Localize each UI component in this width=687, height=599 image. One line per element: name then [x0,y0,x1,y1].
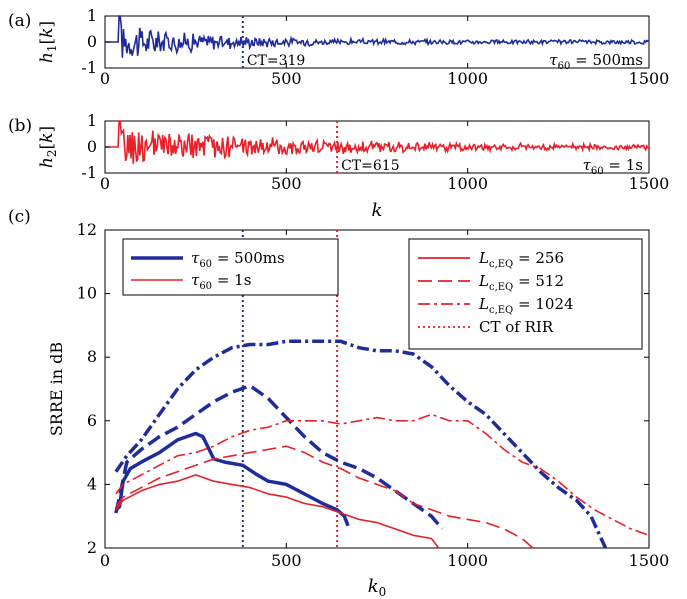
x-tick-label: 0 [100,69,110,88]
x-tick-label: 500 [271,174,302,193]
series-line-500ms-1024 [114,339,608,549]
y-tick-label: 0 [87,137,97,156]
panel-c: 0 500 1000 1500 2 4 6 8 10 12 (c) SRRE in dB k0 τ60 =… [8,207,669,599]
plot-frame [104,229,650,549]
legend-label: τ60 = 500ms [191,249,285,270]
series-line-1s-512 [115,445,534,549]
y-tick-label: 8 [87,347,97,366]
panel-a: 0 500 1000 1500-101(a)h1[k]CT=319 τ60 = 500m… [8,6,669,88]
y-axis-label: h2[k] [37,126,59,168]
panel-label: (b) [8,116,32,136]
x-tick-label: 1000 [447,174,488,193]
x-axis-label: k0 [368,576,387,599]
series-line-500ms-256 [114,431,350,527]
x-tick-label: 500 [271,551,302,570]
y-tick-label: 12 [77,220,97,239]
y-tick-label: 0 [87,32,97,51]
legend-label: τ60 = 1s [191,271,251,292]
panel-label: (c) [8,207,31,227]
series-line-1s-256 [115,474,440,549]
series-line-500ms-512 [114,384,444,531]
y-tick-label: 6 [87,411,97,430]
x-tick-label: 0 [100,174,110,193]
y-axis-label: h1[k] [37,21,59,63]
x-tick-label: 1000 [447,551,488,570]
y-tick-label: -1 [81,58,97,77]
panel-label: (a) [8,11,31,31]
tau-annotation: τ60 = 500ms [549,51,643,72]
legend-label: Lc,EQ = 512 [478,272,564,293]
y-tick-label: 10 [77,284,97,303]
y-tick-label: 4 [87,474,97,493]
series-line-1s-1024 [115,413,650,537]
ct-annotation: CT=615 [341,158,400,174]
impulse-response-line [105,120,650,164]
legend-label: CT of RIR [479,318,554,336]
legend-label: Lc,EQ = 1024 [478,295,574,316]
panel-b: 0 500 1000 1500-101(b)h2[k]CT=615 τ60 = 1sk [8,111,669,221]
x-tick-label: 0 [100,551,110,570]
x-tick-label: 1000 [447,69,488,88]
impulse-response-line [105,15,650,58]
y-tick-label: 1 [87,6,97,25]
legend-label: Lc,EQ = 256 [478,249,564,270]
y-tick-label: -1 [81,163,97,182]
tau-annotation: τ60 = 1s [583,156,643,177]
x-tick-label: 1500 [629,69,670,88]
ct-annotation: CT=319 [247,53,306,69]
x-tick-label: 1500 [629,174,670,193]
legend-box [122,238,339,296]
y-tick-label: 1 [87,111,97,130]
x-tick-label: 500 [271,69,302,88]
y-tick-label: 2 [87,538,97,557]
y-axis-label: SRRE in dB [47,342,66,436]
x-axis-label: k [372,200,383,221]
x-tick-label: 1500 [629,551,670,570]
